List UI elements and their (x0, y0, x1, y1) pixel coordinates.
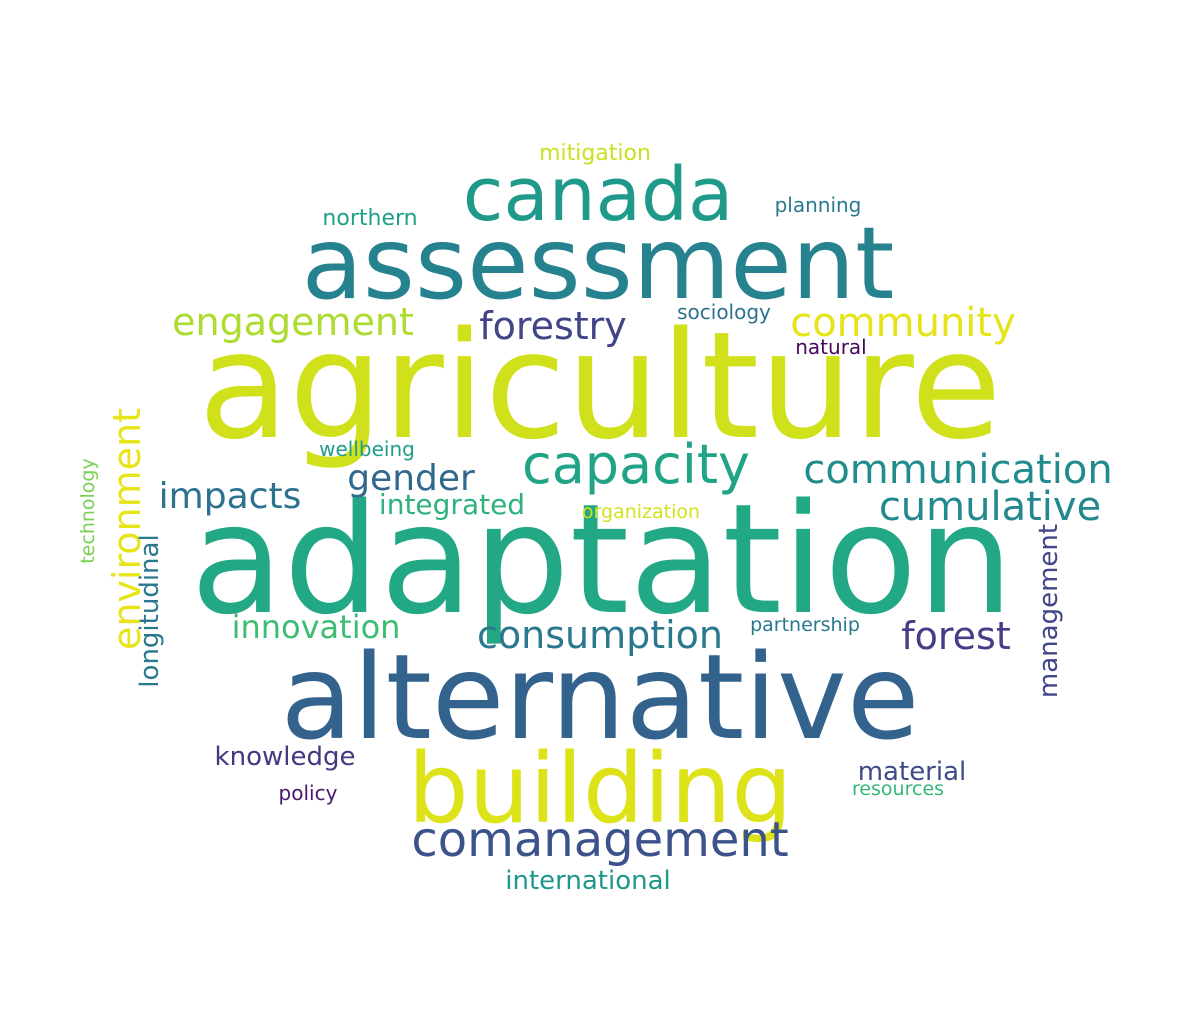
word-alternative: alternative (281, 628, 920, 766)
word-wellbeing: wellbeing (319, 437, 415, 461)
word-policy: policy (279, 781, 338, 805)
word-material: material (858, 757, 967, 787)
word-mitigation: mitigation (539, 141, 651, 166)
word-organization: organization (582, 501, 700, 523)
word-partnership: partnership (750, 614, 860, 636)
word-management: management (1034, 524, 1064, 698)
word-natural: natural (795, 335, 866, 359)
word-northern: northern (322, 206, 417, 231)
word-cumulative: cumulative (879, 484, 1101, 530)
word-knowledge: knowledge (215, 742, 356, 772)
word-engagement: engagement (172, 300, 414, 344)
word-building: building (408, 733, 793, 845)
word-agriculture: agriculture (198, 300, 1001, 472)
word-impacts: impacts (159, 476, 302, 517)
word-adaptation: adaptation (190, 471, 1013, 648)
word-planning: planning (775, 193, 862, 217)
word-environment: environment (105, 408, 149, 650)
word-consumption: consumption (477, 613, 723, 657)
word-comanagement: comanagement (411, 812, 788, 868)
word-resources: resources (852, 778, 944, 800)
word-technology: technology (77, 458, 99, 564)
word-canada: canada (463, 152, 734, 238)
word-capacity: capacity (522, 433, 750, 496)
word-forestry: forestry (479, 304, 627, 348)
word-international: international (505, 866, 671, 896)
word-sociology: sociology (677, 300, 771, 324)
word-integrated: integrated (379, 488, 525, 521)
word-communication: communication (803, 447, 1112, 493)
word-forest: forest (901, 614, 1011, 658)
word-assessment: assessment (302, 205, 895, 322)
word-innovation: innovation (232, 608, 401, 646)
word-longitudinal: longitudinal (135, 534, 165, 687)
word-community: community (790, 300, 1016, 346)
word-gender: gender (347, 458, 475, 499)
